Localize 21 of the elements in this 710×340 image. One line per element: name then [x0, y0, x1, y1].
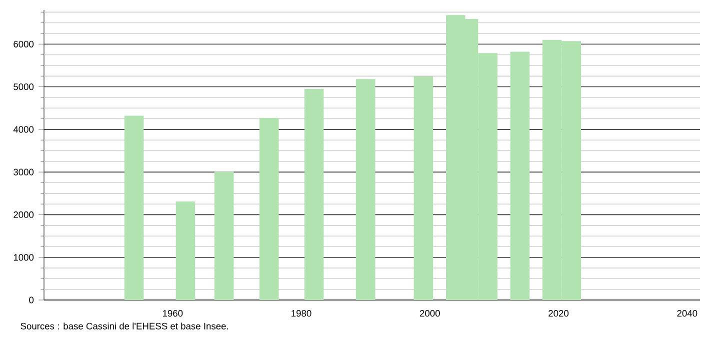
y-tick-label: 4000: [13, 126, 34, 133]
y-tick-label: 2000: [14, 211, 34, 218]
y-tick-label: 5000: [14, 83, 34, 90]
bar: [356, 79, 376, 300]
bar: [304, 88, 324, 300]
y-tick-label: 3000: [14, 168, 34, 176]
y-tick-label: 6000: [14, 40, 34, 48]
y-tick-label: 1000: [14, 254, 34, 261]
x-tick-label: 1980: [292, 310, 312, 317]
x-tick-label: 2040: [677, 310, 698, 317]
x-tick-label: 1960: [162, 310, 183, 317]
bar: [124, 116, 144, 300]
x-tick-label: 2020: [548, 310, 569, 317]
bar: [214, 172, 234, 300]
bar: [414, 76, 434, 300]
bar: [176, 201, 196, 300]
y-tick-label: 0: [29, 296, 34, 304]
bar: [510, 52, 530, 300]
bar: [259, 118, 279, 300]
x-tick-label: 2000: [420, 310, 440, 317]
source-note: Sources : base Cassini de l'EHESS et base Insee.: [20, 322, 228, 330]
